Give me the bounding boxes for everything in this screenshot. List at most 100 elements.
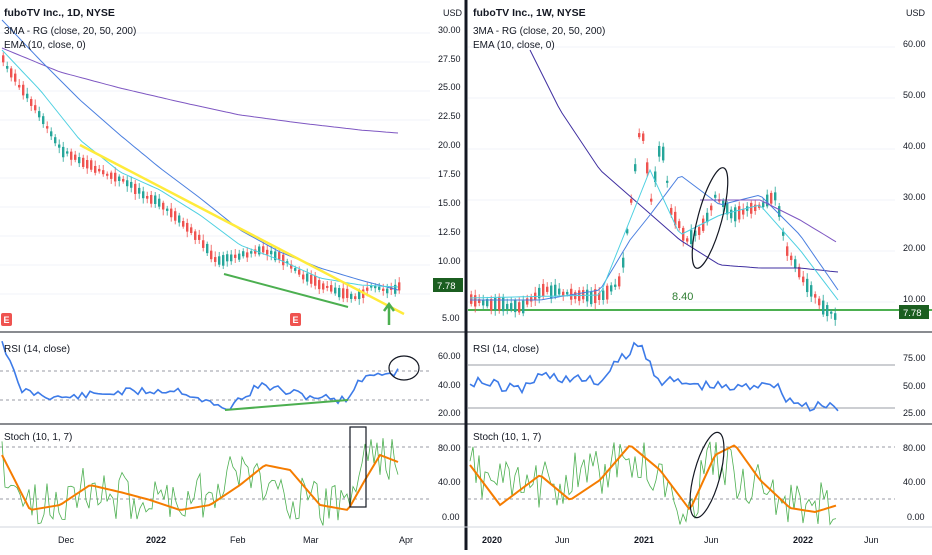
earnings-marker-icon[interactable] xyxy=(1,313,12,326)
candle-body xyxy=(766,194,769,207)
price-tick-label: 20.00 xyxy=(438,140,461,150)
ma20-line xyxy=(1,19,399,291)
left-ema-legend[interactable]: EMA (10, close, 0) xyxy=(4,40,86,51)
candle-body xyxy=(222,255,225,266)
candle-body xyxy=(662,146,665,161)
left-stoch-pane[interactable] xyxy=(0,426,430,526)
candle-body xyxy=(498,296,501,311)
candle-body xyxy=(334,287,337,294)
candle-body xyxy=(82,157,85,167)
candle-body xyxy=(514,300,517,313)
right-stoch-pane[interactable] xyxy=(468,429,895,526)
candle-body xyxy=(806,278,809,293)
candle-body xyxy=(678,221,681,229)
left-rsi-axis[interactable]: 60.00 40.00 20.00 xyxy=(438,351,461,418)
candle-body xyxy=(642,133,645,141)
candle-body xyxy=(94,165,97,173)
candle-body xyxy=(154,195,157,205)
price-tick-label: 30.00 xyxy=(438,25,461,35)
right-stoch-axis[interactable]: 80.00 40.00 0.00 xyxy=(903,443,926,522)
rsi-tick-label: 40.00 xyxy=(438,380,461,390)
left-price-pane[interactable] xyxy=(0,19,430,325)
ema-line xyxy=(1,49,399,288)
candle-body xyxy=(706,212,709,223)
right-price-pane[interactable] xyxy=(468,46,932,326)
candle-body xyxy=(38,111,41,118)
candle-body xyxy=(354,296,357,300)
candle-body xyxy=(78,157,81,164)
up-arrow-icon xyxy=(382,301,396,325)
candle-body xyxy=(166,208,169,211)
time-tick-label: Jun xyxy=(864,535,879,545)
time-tick-label: 2020 xyxy=(482,535,502,545)
ma50-line xyxy=(529,49,839,273)
candle-body xyxy=(530,297,533,302)
left-rsi-legend[interactable]: RSI (14, close) xyxy=(4,344,70,355)
right-stoch-legend[interactable]: Stoch (10, 1, 7) xyxy=(473,432,541,443)
candle-body xyxy=(162,202,165,210)
right-rsi-legend[interactable]: RSI (14, close) xyxy=(473,344,539,355)
candle-body xyxy=(822,300,825,315)
stoch-tick-label: 40.00 xyxy=(438,477,461,487)
candle-body xyxy=(306,273,309,282)
candle-body xyxy=(590,291,593,305)
candle-body xyxy=(378,286,381,290)
right-currency-label: USD xyxy=(906,8,926,18)
right-time-axis[interactable]: 2020 Jun 2021 Jun 2022 Jun xyxy=(482,535,879,545)
candle-body xyxy=(538,287,541,299)
right-last-price-badge xyxy=(899,305,929,319)
candle-body xyxy=(342,288,345,299)
right-last-price-text: 7.78 xyxy=(903,308,922,319)
time-tick-label: Dec xyxy=(58,535,75,545)
ema-line xyxy=(469,168,839,301)
candle-body xyxy=(602,290,605,300)
candle-body xyxy=(734,207,737,222)
candle-body xyxy=(478,299,481,303)
right-ema-legend[interactable]: EMA (10, close, 0) xyxy=(473,40,555,51)
candle-body xyxy=(714,194,717,198)
right-rsi-axis[interactable]: 75.00 50.00 25.00 xyxy=(903,353,926,418)
candle-body xyxy=(398,282,401,291)
candle-body xyxy=(10,68,13,78)
right-ma-legend[interactable]: 3MA - RG (close, 20, 50, 200) xyxy=(473,26,605,37)
left-time-axis[interactable]: Dec 2022 Feb Mar Apr xyxy=(58,535,413,545)
trend-line-yellow xyxy=(79,143,405,316)
candle-body xyxy=(638,133,641,138)
left-currency-label: USD xyxy=(443,8,463,18)
right-price-axis[interactable]: 60.00 50.00 40.00 30.00 20.00 10.00 xyxy=(903,39,926,304)
left-ma-legend[interactable]: 3MA - RG (close, 20, 50, 200) xyxy=(4,26,136,37)
candle-body xyxy=(338,287,341,298)
price-tick-label: 17.50 xyxy=(438,169,461,179)
support-level-label: 8.40 xyxy=(672,291,693,303)
candle-body xyxy=(190,227,193,233)
candle-body xyxy=(794,259,797,269)
candle-body xyxy=(666,180,669,183)
left-stoch-axis[interactable]: 80.00 40.00 0.00 xyxy=(438,443,461,522)
candle-body xyxy=(486,299,489,307)
candle-body xyxy=(686,238,689,242)
left-stoch-legend[interactable]: Stoch (10, 1, 7) xyxy=(4,432,72,443)
candle-body xyxy=(158,198,161,207)
candle-body xyxy=(174,211,177,221)
candle-body xyxy=(314,275,317,286)
candle-body xyxy=(106,173,109,176)
candle-body xyxy=(282,254,285,266)
price-tick-label: 10.00 xyxy=(903,294,926,304)
left-rsi-pane[interactable] xyxy=(0,340,430,411)
right-rsi-pane[interactable] xyxy=(468,341,895,412)
earnings-marker-icon[interactable] xyxy=(290,313,301,326)
candle-body xyxy=(502,297,505,312)
candle-body xyxy=(626,229,629,234)
candle-body xyxy=(58,144,61,148)
candle-body xyxy=(726,203,729,215)
candle-body xyxy=(130,181,133,188)
candle-body xyxy=(742,208,745,215)
candle-body xyxy=(582,290,585,300)
candle-body xyxy=(118,176,121,181)
candle-body xyxy=(490,298,493,311)
candle-body xyxy=(802,276,805,283)
candle-body xyxy=(2,55,5,63)
candle-body xyxy=(230,254,233,262)
